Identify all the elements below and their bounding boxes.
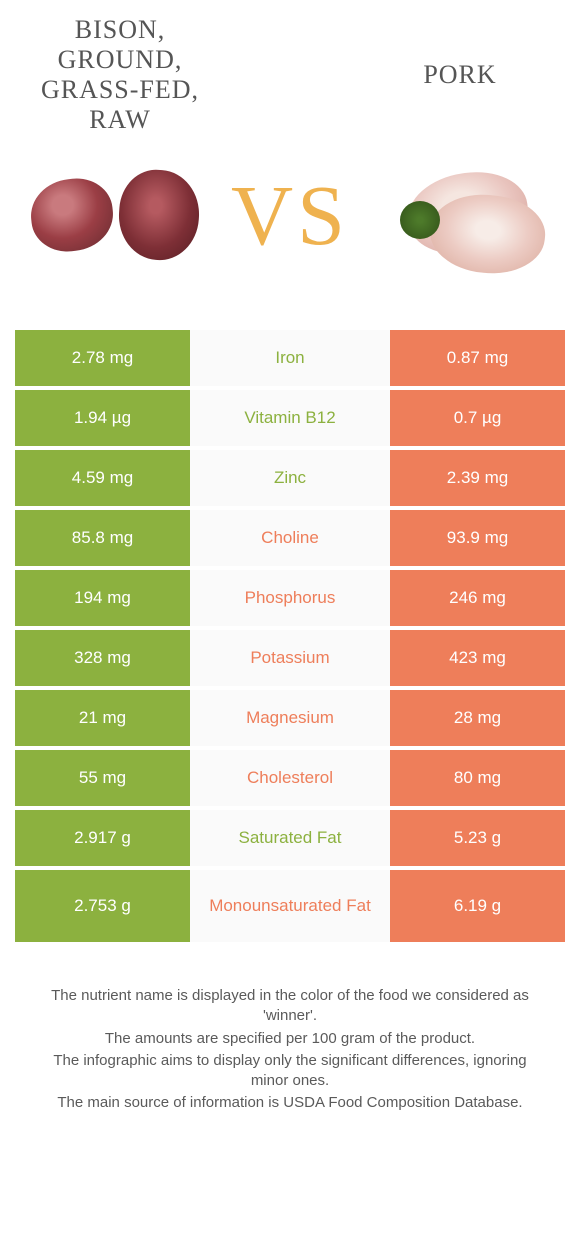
table-row: 85.8 mgCholine93.9 mg — [15, 510, 565, 566]
left-value: 2.753 g — [15, 870, 190, 942]
table-row: 2.917 gSaturated Fat5.23 g — [15, 810, 565, 866]
table-row: 2.753 gMonounsaturated Fat6.19 g — [15, 870, 565, 942]
nutrient-label: Iron — [190, 330, 390, 386]
vs-label: VS — [231, 165, 349, 265]
right-value: 2.39 mg — [390, 450, 565, 506]
right-value: 0.7 µg — [390, 390, 565, 446]
nutrient-label: Phosphorus — [190, 570, 390, 626]
bison-piece-icon — [116, 167, 202, 262]
food-title-left: BISON, GROUND, GRASS-FED, RAW — [30, 15, 210, 135]
right-value: 28 mg — [390, 690, 565, 746]
right-value: 6.19 g — [390, 870, 565, 942]
comparison-table: 2.78 mgIron0.87 mg1.94 µgVitamin B120.7 … — [0, 320, 580, 942]
right-value: 93.9 mg — [390, 510, 565, 566]
right-value: 246 mg — [390, 570, 565, 626]
header: BISON, GROUND, GRASS-FED, RAW PORK — [0, 0, 580, 140]
right-value: 5.23 g — [390, 810, 565, 866]
pork-image — [375, 150, 555, 280]
nutrient-label: Vitamin B12 — [190, 390, 390, 446]
left-value: 2.917 g — [15, 810, 190, 866]
nutrient-label: Magnesium — [190, 690, 390, 746]
right-value: 423 mg — [390, 630, 565, 686]
right-value: 80 mg — [390, 750, 565, 806]
footnotes: The nutrient name is displayed in the co… — [0, 946, 580, 1114]
left-value: 1.94 µg — [15, 390, 190, 446]
bison-piece-icon — [27, 175, 116, 255]
table-row: 1.94 µgVitamin B120.7 µg — [15, 390, 565, 446]
footnote-line: The nutrient name is displayed in the co… — [34, 986, 546, 1027]
table-row: 4.59 mgZinc2.39 mg — [15, 450, 565, 506]
left-value: 328 mg — [15, 630, 190, 686]
nutrient-label: Saturated Fat — [190, 810, 390, 866]
footnote-line: The infographic aims to display only the… — [34, 1051, 546, 1092]
table-row: 21 mgMagnesium28 mg — [15, 690, 565, 746]
bison-image — [25, 150, 205, 280]
nutrient-label: Zinc — [190, 450, 390, 506]
left-value: 4.59 mg — [15, 450, 190, 506]
left-value: 21 mg — [15, 690, 190, 746]
nutrient-label: Monounsaturated Fat — [190, 870, 390, 942]
food-title-right: PORK — [370, 60, 550, 90]
left-value: 55 mg — [15, 750, 190, 806]
left-value: 194 mg — [15, 570, 190, 626]
nutrient-label: Choline — [190, 510, 390, 566]
left-value: 2.78 mg — [15, 330, 190, 386]
parsley-icon — [400, 201, 440, 239]
images-row: VS — [0, 140, 580, 320]
table-row: 194 mgPhosphorus246 mg — [15, 570, 565, 626]
footnote-line: The main source of information is USDA F… — [34, 1093, 546, 1113]
table-row: 55 mgCholesterol80 mg — [15, 750, 565, 806]
table-row: 328 mgPotassium423 mg — [15, 630, 565, 686]
right-value: 0.87 mg — [390, 330, 565, 386]
footnote-line: The amounts are specified per 100 gram o… — [34, 1029, 546, 1049]
table-row: 2.78 mgIron0.87 mg — [15, 330, 565, 386]
nutrient-label: Cholesterol — [190, 750, 390, 806]
nutrient-label: Potassium — [190, 630, 390, 686]
left-value: 85.8 mg — [15, 510, 190, 566]
